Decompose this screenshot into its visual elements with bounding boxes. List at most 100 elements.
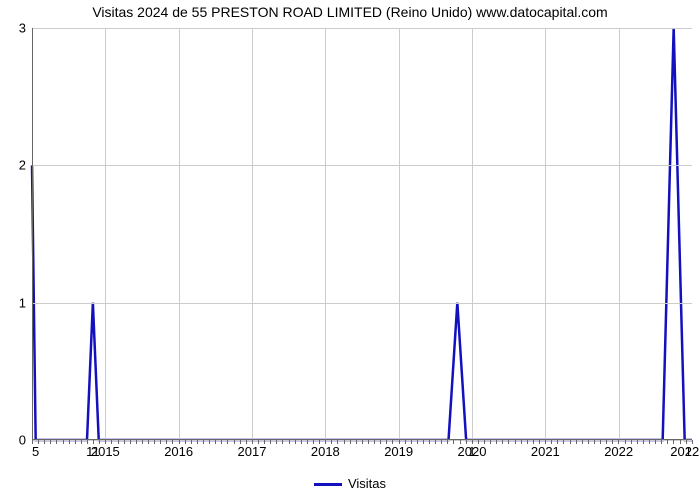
x-tick-label: 2016 <box>164 444 193 459</box>
y-tick-label: 2 <box>19 158 26 173</box>
gridline-vertical <box>105 28 106 440</box>
x-minor-tick <box>313 440 314 444</box>
x-minor-tick <box>50 440 51 444</box>
x-minor-tick <box>246 440 247 444</box>
x-minor-tick <box>380 440 381 444</box>
gridline-vertical <box>252 28 253 440</box>
x-minor-tick <box>386 440 387 444</box>
y-tick-label: 3 <box>19 21 26 36</box>
x-minor-tick <box>417 440 418 444</box>
x-minor-tick <box>582 440 583 444</box>
legend: Visitas <box>0 476 700 491</box>
x-minor-tick <box>649 440 650 444</box>
x-minor-tick <box>325 440 326 444</box>
chart-title: Visitas 2024 de 55 PRESTON ROAD LIMITED … <box>0 4 700 20</box>
x-minor-tick <box>289 440 290 444</box>
gridline-vertical <box>179 28 180 440</box>
x-minor-tick <box>545 440 546 444</box>
x-minor-tick <box>563 440 564 444</box>
x-minor-tick <box>44 440 45 444</box>
x-minor-tick <box>56 440 57 444</box>
x-minor-tick <box>191 440 192 444</box>
gridline-vertical <box>472 28 473 440</box>
data-point-label: 12 <box>685 444 699 459</box>
x-minor-tick <box>539 440 540 444</box>
x-minor-tick <box>240 440 241 444</box>
data-point-label: 1 <box>468 444 475 459</box>
x-minor-tick <box>399 440 400 444</box>
x-minor-tick <box>618 440 619 444</box>
x-minor-tick <box>282 440 283 444</box>
x-minor-tick <box>172 440 173 444</box>
x-minor-tick <box>197 440 198 444</box>
x-minor-tick <box>478 440 479 444</box>
x-minor-tick <box>154 440 155 444</box>
x-tick-label: 2019 <box>384 444 413 459</box>
x-minor-tick <box>588 440 589 444</box>
x-minor-tick <box>496 440 497 444</box>
x-minor-tick <box>130 440 131 444</box>
x-minor-tick <box>368 440 369 444</box>
x-minor-tick <box>405 440 406 444</box>
x-minor-tick <box>515 440 516 444</box>
x-minor-tick <box>203 440 204 444</box>
x-minor-tick <box>234 440 235 444</box>
legend-swatch <box>314 483 342 486</box>
gridline-vertical <box>545 28 546 440</box>
x-minor-tick <box>63 440 64 444</box>
x-minor-tick <box>81 440 82 444</box>
x-minor-tick <box>142 440 143 444</box>
x-minor-tick <box>221 440 222 444</box>
x-minor-tick <box>667 440 668 444</box>
x-minor-tick <box>570 440 571 444</box>
x-minor-tick <box>606 440 607 444</box>
x-edge-label-left: 5 <box>32 444 39 459</box>
x-minor-tick <box>75 440 76 444</box>
x-minor-tick <box>307 440 308 444</box>
x-minor-tick <box>252 440 253 444</box>
series-line <box>32 28 692 440</box>
x-minor-tick <box>502 440 503 444</box>
x-minor-tick <box>124 440 125 444</box>
plot-area: 0123201520162017201820192020202120225202… <box>32 28 692 440</box>
x-tick-label: 2021 <box>531 444 560 459</box>
gridline-horizontal <box>32 303 692 304</box>
x-minor-tick <box>264 440 265 444</box>
gridline-vertical <box>619 28 620 440</box>
y-tick-label: 1 <box>19 295 26 310</box>
x-tick-label: 2018 <box>311 444 340 459</box>
x-minor-tick <box>594 440 595 444</box>
x-minor-tick <box>69 440 70 444</box>
x-minor-tick <box>319 440 320 444</box>
x-minor-tick <box>118 440 119 444</box>
x-minor-tick <box>356 440 357 444</box>
x-minor-tick <box>484 440 485 444</box>
x-minor-tick <box>576 440 577 444</box>
x-tick-label: 2022 <box>604 444 633 459</box>
x-minor-tick <box>557 440 558 444</box>
gridline-horizontal <box>32 165 692 166</box>
x-minor-tick <box>185 440 186 444</box>
x-minor-tick <box>441 440 442 444</box>
x-minor-tick <box>166 440 167 444</box>
x-minor-tick <box>331 440 332 444</box>
x-minor-tick <box>661 440 662 444</box>
x-minor-tick <box>527 440 528 444</box>
x-minor-tick <box>423 440 424 444</box>
x-minor-tick <box>276 440 277 444</box>
x-minor-tick <box>411 440 412 444</box>
x-minor-tick <box>337 440 338 444</box>
x-minor-tick <box>490 440 491 444</box>
x-minor-tick <box>215 440 216 444</box>
x-minor-tick <box>435 440 436 444</box>
y-tick-label: 0 <box>19 433 26 448</box>
x-minor-tick <box>105 440 106 444</box>
x-minor-tick <box>643 440 644 444</box>
data-point-label: 11 <box>86 444 100 459</box>
x-minor-tick <box>362 440 363 444</box>
axis-line-bottom <box>32 439 692 440</box>
x-minor-tick <box>270 440 271 444</box>
x-minor-tick <box>453 440 454 444</box>
x-minor-tick <box>625 440 626 444</box>
x-minor-tick <box>160 440 161 444</box>
